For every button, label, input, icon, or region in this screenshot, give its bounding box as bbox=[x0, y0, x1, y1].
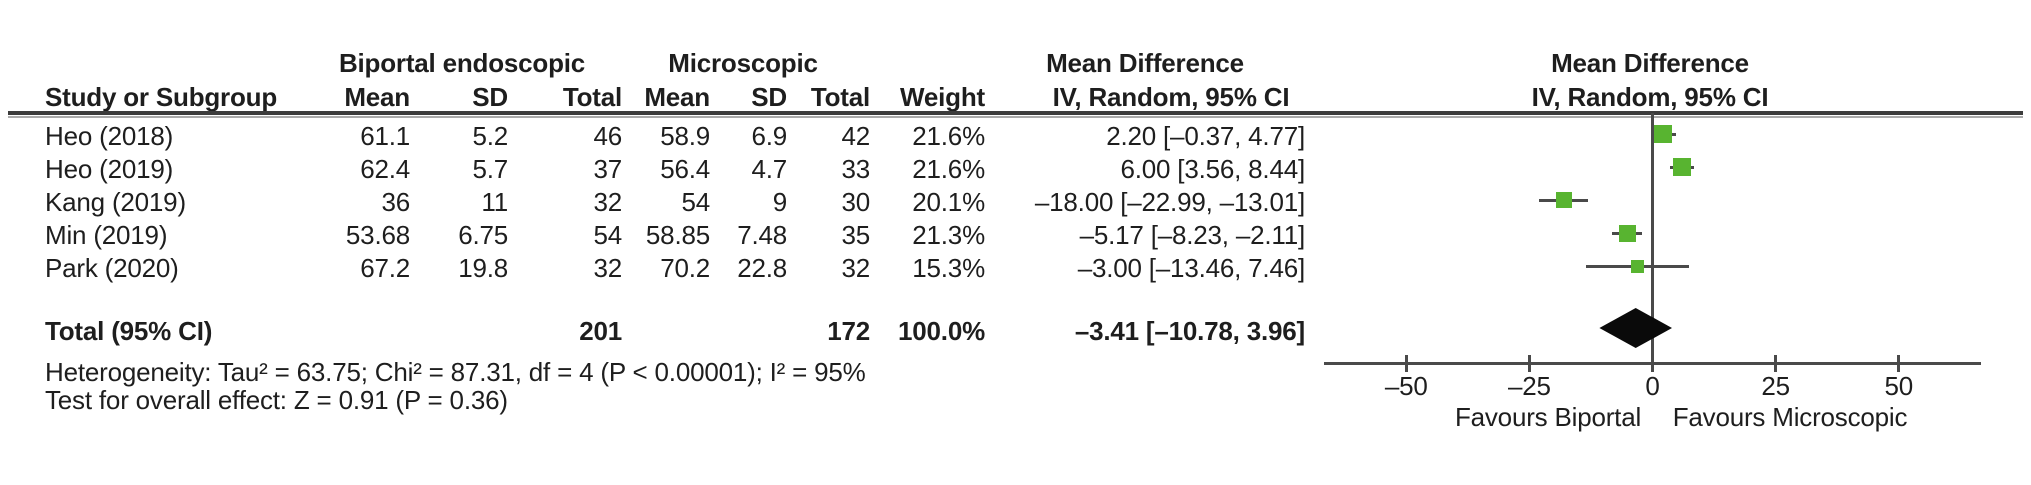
sd1-value: 19.8 bbox=[458, 253, 508, 283]
header-study: Study or Subgroup bbox=[45, 82, 278, 112]
total2-value: 33 bbox=[841, 154, 870, 184]
table-row: Min (2019) 53.68 6.75 54 58.85 7.48 35 2… bbox=[0, 222, 2031, 248]
total2-value: 42 bbox=[841, 121, 870, 151]
table-row: Park (2020) 67.2 19.8 32 70.2 22.8 32 15… bbox=[0, 255, 2031, 281]
total2-value: 30 bbox=[841, 187, 870, 217]
effect-square bbox=[1654, 125, 1673, 143]
sd2-value: 4.7 bbox=[751, 154, 787, 184]
effect-square bbox=[1555, 192, 1572, 208]
mean1-value: 67.2 bbox=[360, 253, 410, 283]
study-label: Min (2019) bbox=[45, 220, 168, 250]
mean2-value: 56.4 bbox=[660, 154, 710, 184]
header-total1: Total bbox=[562, 82, 622, 112]
table-row: Heo (2019) 62.4 5.7 37 56.4 4.7 33 21.6%… bbox=[0, 156, 2031, 182]
md-column-title: Mean Difference bbox=[1046, 48, 1244, 78]
header-sd2: SD bbox=[751, 82, 787, 112]
total-ci-text: –3.41 [–10.78, 3.96] bbox=[1074, 316, 1305, 346]
axis-tick bbox=[1774, 355, 1778, 372]
effect-square bbox=[1673, 158, 1692, 176]
mean2-value: 58.9 bbox=[660, 121, 710, 151]
ci-text: –3.00 [–13.46, 7.46] bbox=[1077, 253, 1306, 283]
total-row: Total (95% CI) 201 172 100.0% –3.41 [–10… bbox=[0, 318, 2031, 344]
group1-title: Biportal endoscopic bbox=[338, 48, 586, 78]
header-mean2: Mean bbox=[644, 82, 710, 112]
sd1-value: 11 bbox=[481, 187, 508, 217]
axis-tick-label: –50 bbox=[1384, 371, 1428, 401]
ci-text: –5.17 [–8.23, –2.11] bbox=[1079, 220, 1306, 250]
mean1-value: 53.68 bbox=[345, 220, 410, 250]
axis-tick bbox=[1651, 355, 1654, 372]
total-label: Total (95% CI) bbox=[45, 316, 213, 346]
mean2-value: 54 bbox=[681, 187, 710, 217]
axis-favours-left: Favours Biportal bbox=[1454, 402, 1642, 432]
total1-value: 46 bbox=[593, 121, 622, 151]
heterogeneity-text: Heterogeneity: Tau² = 63.75; Chi² = 87.3… bbox=[45, 357, 866, 387]
axis-tick bbox=[1527, 355, 1531, 372]
plot-zero-line bbox=[1651, 113, 1654, 363]
total1-value: 32 bbox=[593, 187, 622, 217]
mean1-value: 36 bbox=[381, 187, 410, 217]
total1-value: 54 bbox=[593, 220, 622, 250]
table-row: Heo (2018) 61.1 5.2 46 58.9 6.9 42 21.6%… bbox=[0, 123, 2031, 149]
header-ci-plot: IV, Random, 95% CI bbox=[1531, 82, 1769, 112]
header-separator-line bbox=[8, 111, 2023, 115]
study-label: Heo (2018) bbox=[45, 121, 174, 151]
weight-value: 21.6% bbox=[912, 121, 985, 151]
total1-value: 37 bbox=[593, 154, 622, 184]
effect-square bbox=[1618, 224, 1636, 242]
ci-text: 6.00 [3.56, 8.44] bbox=[1120, 154, 1305, 184]
weight-value: 21.3% bbox=[912, 220, 985, 250]
axis-favours-right: Favours Microscopic bbox=[1672, 402, 1908, 432]
total1-value: 32 bbox=[593, 253, 622, 283]
header-row: Study or Subgroup Mean SD Total Mean SD … bbox=[0, 84, 2031, 110]
axis-tick-label: 50 bbox=[1884, 371, 1914, 401]
weight-value: 21.6% bbox=[912, 154, 985, 184]
weight-value: 20.1% bbox=[912, 187, 985, 217]
total2-value: 32 bbox=[841, 253, 870, 283]
mean2-value: 70.2 bbox=[660, 253, 710, 283]
header-separator-shadow bbox=[8, 116, 2023, 118]
axis-tick bbox=[1404, 355, 1408, 372]
weight-value: 15.3% bbox=[912, 253, 985, 283]
sd1-value: 5.7 bbox=[472, 154, 508, 184]
md-plot-title: Mean Difference bbox=[1551, 48, 1749, 78]
mean1-value: 62.4 bbox=[360, 154, 410, 184]
header-mean1: Mean bbox=[344, 82, 410, 112]
mean2-value: 58.85 bbox=[645, 220, 710, 250]
sd2-value: 6.9 bbox=[751, 121, 787, 151]
header-sd1: SD bbox=[472, 82, 508, 112]
mean1-value: 61.1 bbox=[360, 121, 410, 151]
group2-title: Microscopic bbox=[668, 48, 818, 78]
axis-tick-label: 25 bbox=[1761, 371, 1790, 401]
sd2-value: 7.48 bbox=[737, 220, 787, 250]
study-label: Kang (2019) bbox=[45, 187, 186, 217]
total2-value: 35 bbox=[841, 220, 870, 250]
ci-text: 2.20 [–0.37, 4.77] bbox=[1106, 121, 1305, 151]
axis-tick-label: 0 bbox=[1645, 371, 1660, 401]
header-weight: Weight bbox=[900, 82, 985, 112]
total2-sum: 172 bbox=[827, 316, 870, 346]
sd1-value: 5.2 bbox=[472, 121, 508, 151]
table-row: Kang (2019) 36 11 32 54 9 30 20.1% –18.0… bbox=[0, 189, 2031, 215]
axis-tick bbox=[1897, 355, 1901, 372]
header-ci-column: IV, Random, 95% CI bbox=[1052, 82, 1290, 112]
study-label: Park (2020) bbox=[45, 253, 179, 283]
overall-effect-text: Test for overall effect: Z = 0.91 (P = 0… bbox=[45, 385, 508, 415]
total1-sum: 201 bbox=[579, 316, 622, 346]
axis-tick-label: –25 bbox=[1507, 371, 1551, 401]
effect-square bbox=[1631, 259, 1645, 273]
weight-sum: 100.0% bbox=[898, 316, 985, 346]
sd2-value: 9 bbox=[772, 187, 787, 217]
header-total2: Total bbox=[810, 82, 870, 112]
study-label: Heo (2019) bbox=[45, 154, 174, 184]
ci-text: –18.00 [–22.99, –13.01] bbox=[1034, 187, 1305, 217]
sd1-value: 6.75 bbox=[458, 220, 508, 250]
sd2-value: 22.8 bbox=[737, 253, 787, 283]
summary-diamond bbox=[1599, 308, 1672, 348]
